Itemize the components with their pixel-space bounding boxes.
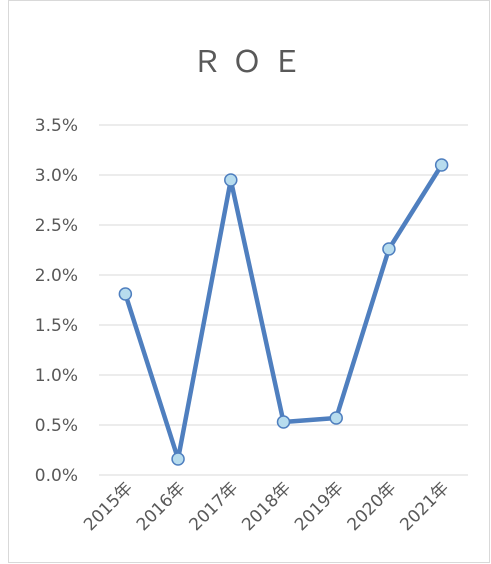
data-point xyxy=(329,411,343,425)
data-point xyxy=(382,242,396,256)
y-tick-label: 0.5% xyxy=(35,416,78,436)
y-tick-label: 1.0% xyxy=(35,366,78,386)
data-point xyxy=(434,158,449,172)
data-point xyxy=(171,452,185,466)
y-tick-label: 3.5% xyxy=(35,116,78,136)
chart-title: ＲＯＥ xyxy=(192,45,312,80)
data-point xyxy=(118,287,133,301)
data-point xyxy=(276,415,291,429)
y-tick-label: 0.0% xyxy=(35,466,78,486)
y-tick-label: 2.5% xyxy=(35,216,78,236)
y-tick-label: 2.0% xyxy=(35,266,78,286)
chart-border xyxy=(8,0,490,563)
y-tick-label: 1.5% xyxy=(35,316,78,336)
data-point xyxy=(224,173,238,187)
y-tick-label: 3.0% xyxy=(35,166,78,186)
